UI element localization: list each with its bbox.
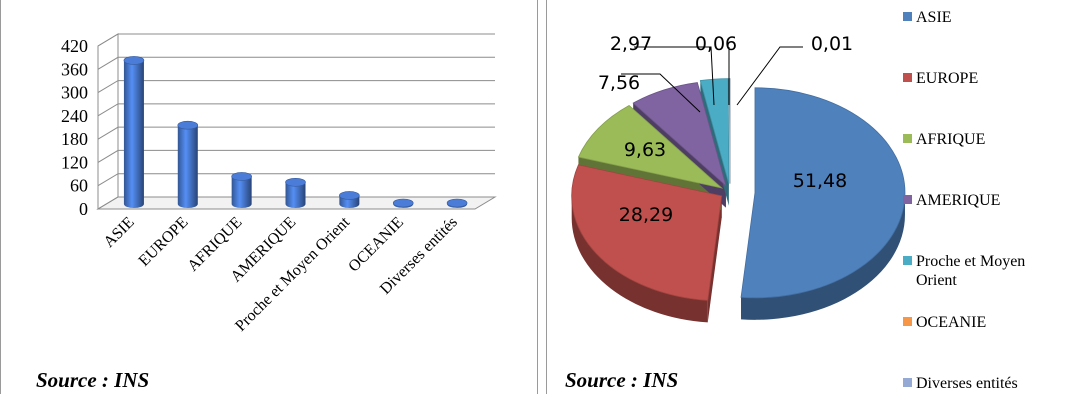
bar-chart-panel: 0 60 120 180 240 300 360 420 ASIE EUROPE AFRIQUE AM… (0, 0, 538, 394)
legend-swatch (903, 256, 912, 265)
bar (446, 198, 468, 208)
legend-label: OCEANIE (916, 314, 987, 331)
bar-top (446, 198, 468, 208)
x-category-label: EUROPE (136, 214, 192, 270)
x-category-label: ASIE (101, 214, 138, 251)
legend-swatch (903, 134, 912, 143)
bar-gridline (97, 173, 495, 187)
y-tick-label: 300 (61, 83, 88, 103)
source-note-right: Source : INS (565, 368, 679, 392)
bar-body (177, 125, 198, 208)
bar (123, 56, 145, 209)
bar-gridline (97, 33, 495, 47)
legend-swatch (903, 195, 912, 204)
bar (339, 191, 360, 208)
legend-label: ASIE (916, 9, 952, 26)
bar-gridline (97, 149, 495, 163)
source-note-left: Source : INS (36, 368, 150, 392)
bar-top (123, 56, 145, 65)
bar-top (392, 198, 414, 208)
bar-body (123, 60, 144, 209)
legend-label: AFRIQUE (916, 131, 986, 148)
pie-chart-panel: Source : INS (546, 0, 1067, 394)
bar-top (231, 172, 252, 181)
bar-top (285, 177, 306, 187)
bar (285, 177, 306, 208)
legend-swatch (903, 73, 912, 82)
bar-gridline (97, 56, 495, 70)
bar-chart: 060120180240300360420ASIEEUROPEAFRIQUEAM… (61, 33, 497, 335)
legend-label: AMERIQUE (916, 192, 1001, 209)
bar (392, 198, 414, 208)
bar-gridline (97, 126, 495, 140)
bar-top (177, 120, 199, 130)
bar-side-wall (97, 33, 119, 210)
legend-label: Proche et Moyen Orient (916, 253, 1026, 289)
bar (177, 120, 199, 208)
y-tick-label: 420 (61, 36, 88, 56)
bar-body (231, 176, 252, 208)
legend-label: Diverses entités (916, 375, 1018, 392)
bar (231, 172, 252, 208)
bar-gridline (97, 196, 495, 210)
y-tick-label: 360 (61, 59, 88, 79)
y-tick-label: 180 (61, 129, 88, 149)
legend-label: EUROPE (916, 70, 979, 87)
y-tick-label: 240 (61, 106, 88, 126)
bar-gridline (97, 103, 495, 117)
bar-top (339, 191, 360, 200)
legend-swatch (903, 378, 912, 387)
bar-gridline (97, 80, 495, 94)
legend-swatch (903, 317, 912, 326)
y-tick-label: 60 (70, 176, 88, 196)
y-tick-label: 0 (79, 199, 88, 219)
bar-body (285, 182, 306, 208)
legend-swatch (903, 12, 912, 21)
y-tick-label: 120 (61, 152, 88, 172)
